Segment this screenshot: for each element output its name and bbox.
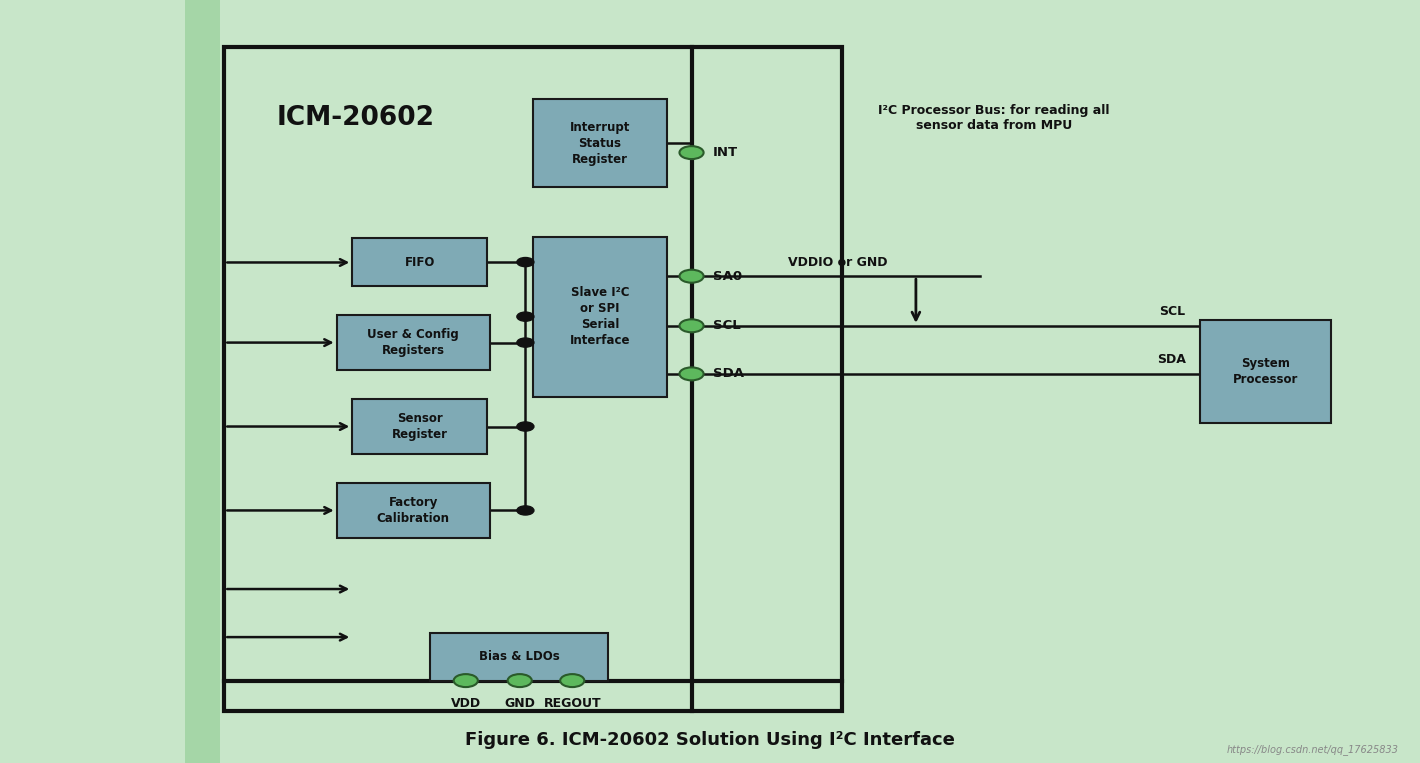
Circle shape — [679, 146, 704, 159]
Text: I²C Processor Bus: for reading all
sensor data from MPU: I²C Processor Bus: for reading all senso… — [878, 105, 1110, 132]
Circle shape — [679, 320, 704, 333]
Bar — [224, 47, 842, 711]
Text: VDDIO or GND: VDDIO or GND — [788, 256, 888, 269]
Text: FIFO: FIFO — [405, 256, 435, 269]
Circle shape — [517, 506, 534, 515]
Text: SCL: SCL — [1160, 305, 1186, 318]
Bar — [532, 99, 667, 187]
Bar — [352, 238, 487, 286]
Text: Figure 6. ICM-20602 Solution Using I²C Interface: Figure 6. ICM-20602 Solution Using I²C I… — [466, 731, 954, 749]
Text: INT: INT — [713, 146, 738, 159]
Text: SDA: SDA — [713, 367, 744, 381]
Text: User & Config
Registers: User & Config Registers — [368, 328, 459, 357]
Bar — [430, 633, 608, 681]
Bar — [185, 0, 220, 763]
Bar — [337, 315, 490, 370]
Text: SA0: SA0 — [713, 269, 743, 283]
Text: VDD: VDD — [450, 697, 481, 710]
Text: https://blog.csdn.net/qq_17625833: https://blog.csdn.net/qq_17625833 — [1227, 745, 1399, 755]
Bar — [532, 237, 667, 397]
Text: Bias & LDOs: Bias & LDOs — [479, 650, 559, 664]
Text: SCL: SCL — [713, 319, 741, 333]
Text: GND: GND — [504, 697, 535, 710]
Text: REGOUT: REGOUT — [544, 697, 601, 710]
Text: System
Processor: System Processor — [1233, 357, 1298, 387]
Circle shape — [508, 674, 532, 687]
Circle shape — [679, 368, 704, 381]
Bar — [1200, 320, 1331, 423]
Text: Slave I²C
or SPI
Serial
Interface: Slave I²C or SPI Serial Interface — [569, 286, 630, 347]
Circle shape — [517, 312, 534, 321]
Circle shape — [517, 258, 534, 267]
Circle shape — [517, 422, 534, 431]
Circle shape — [454, 674, 477, 687]
Bar — [352, 399, 487, 454]
Circle shape — [559, 674, 585, 687]
Text: ICM-20602: ICM-20602 — [277, 105, 435, 131]
Text: Factory
Calibration: Factory Calibration — [376, 496, 450, 525]
Bar — [337, 483, 490, 538]
Text: Sensor
Register: Sensor Register — [392, 412, 447, 441]
Text: SDA: SDA — [1157, 353, 1186, 366]
Circle shape — [679, 270, 704, 283]
Circle shape — [517, 338, 534, 347]
Text: Interrupt
Status
Register: Interrupt Status Register — [569, 121, 630, 166]
